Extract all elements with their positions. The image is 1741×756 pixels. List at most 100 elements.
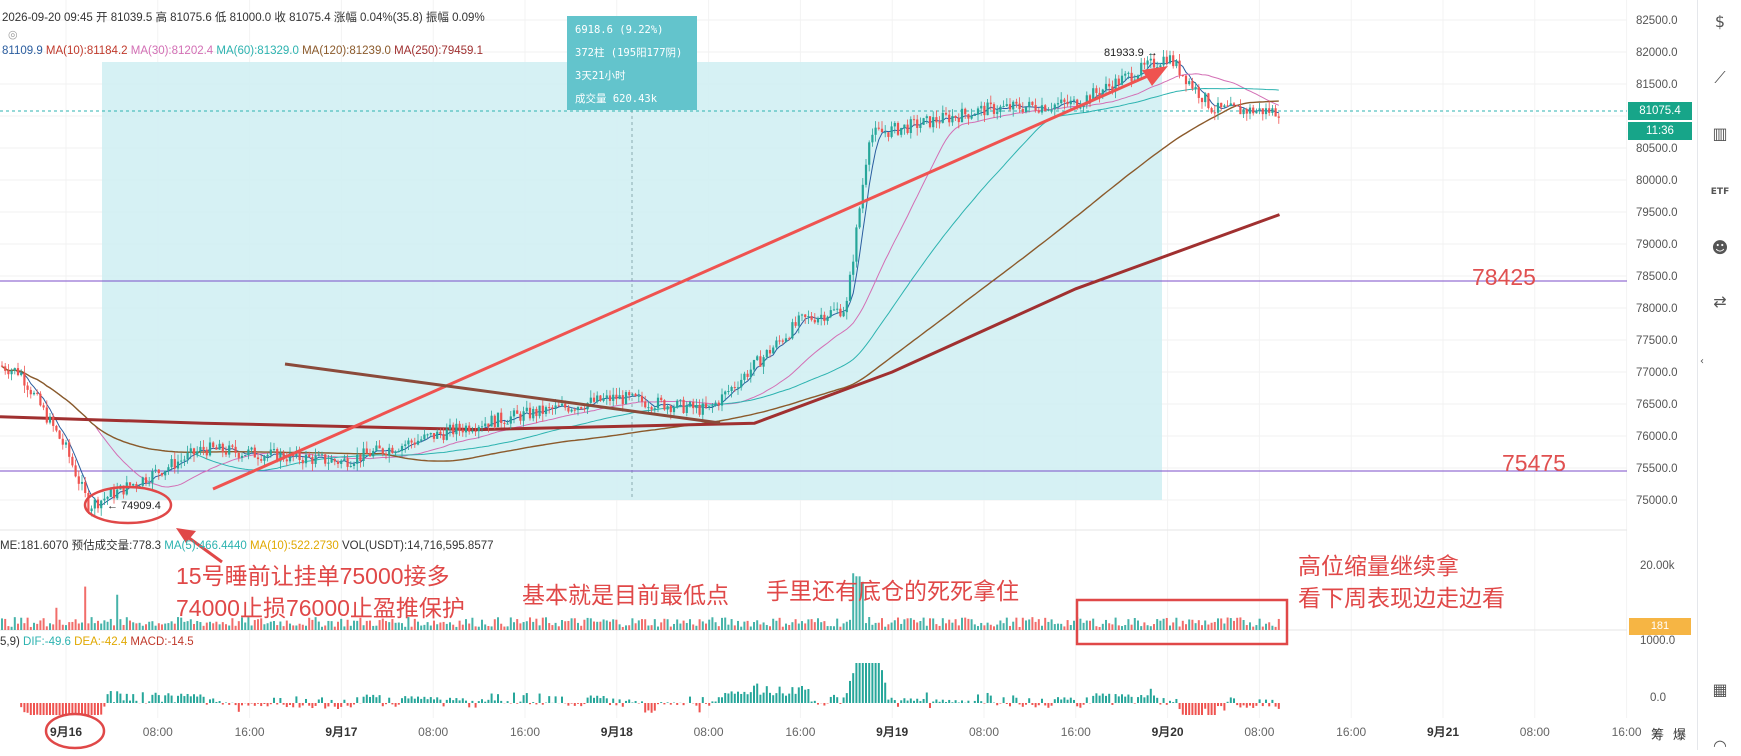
- volume-bar: [1265, 624, 1267, 630]
- volume-bar: [804, 623, 806, 630]
- line-chart-icon[interactable]: ⟋: [1710, 68, 1730, 88]
- macd-bar: [743, 692, 745, 703]
- macd-bar: [65, 703, 67, 715]
- macd-bar: [1057, 697, 1059, 703]
- candle-body: [1227, 105, 1229, 106]
- macd-bar: [836, 697, 838, 703]
- volume-bar: [542, 618, 544, 630]
- macd-bar: [523, 695, 525, 703]
- candle-body: [167, 467, 169, 470]
- chip-label[interactable]: 筹: [1651, 724, 1664, 743]
- volume-bar: [78, 623, 80, 630]
- volume-bar: [1083, 623, 1085, 630]
- macd-bar: [452, 700, 454, 703]
- volume-bar: [235, 626, 237, 630]
- dollar-icon[interactable]: $: [1710, 12, 1730, 32]
- macd-bar: [411, 696, 413, 703]
- volume-bar: [951, 623, 953, 630]
- volume-bar: [1195, 623, 1197, 630]
- macd-bar: [811, 702, 813, 703]
- price-tick-label: 81500.0: [1636, 79, 1678, 91]
- candle-body: [507, 424, 509, 425]
- candle-body: [1025, 107, 1027, 112]
- candle-body: [347, 458, 349, 466]
- macd-bar: [619, 699, 621, 703]
- collapse-handle-icon[interactable]: ‹: [1692, 352, 1712, 372]
- volume-bar: [1089, 621, 1091, 630]
- eye-icon[interactable]: ◎: [8, 28, 18, 41]
- liquidation-label[interactable]: 爆: [1673, 724, 1686, 743]
- macd-bar: [910, 698, 912, 703]
- bar-chart-icon[interactable]: ▥: [1710, 124, 1730, 144]
- candle-body: [404, 444, 406, 446]
- macd-bar: [302, 703, 304, 705]
- macd-bar: [100, 703, 102, 715]
- headset-icon[interactable]: ◠: [1710, 736, 1730, 756]
- volume-bar: [635, 623, 637, 630]
- candle-body: [721, 394, 723, 405]
- macd-bar: [561, 697, 563, 703]
- candle-body: [1003, 106, 1005, 107]
- volume-bar: [1079, 619, 1081, 630]
- price-tick-label: 76500.0: [1636, 399, 1678, 411]
- robot-icon[interactable]: ☻: [1710, 238, 1730, 258]
- candle-body: [910, 119, 912, 133]
- grid-icon[interactable]: ▦: [1710, 680, 1730, 700]
- candle-body: [171, 459, 173, 467]
- macd-bar: [52, 703, 54, 715]
- candle-body: [535, 409, 537, 416]
- candle-body: [1172, 55, 1174, 66]
- volume-bar: [1140, 626, 1142, 630]
- candle-body: [23, 373, 25, 386]
- candle-body: [705, 404, 707, 408]
- trading-chart[interactable]: 82500.082000.081500.081000.080500.080000…: [0, 0, 1697, 750]
- volume-bar: [1278, 619, 1280, 630]
- volume-bar: [305, 626, 307, 630]
- macd-bar: [39, 703, 41, 715]
- candle-body: [651, 407, 653, 409]
- volume-bar: [1057, 624, 1059, 630]
- volume-legend-item-3: MA(10):522.2730: [250, 540, 342, 552]
- candle-body: [945, 113, 947, 115]
- macd-bar: [30, 703, 32, 715]
- candle-body: [1124, 74, 1126, 76]
- volume-bar: [1015, 618, 1017, 630]
- volume-bar: [1003, 623, 1005, 630]
- macd-bar: [948, 700, 950, 703]
- macd-bar: [455, 698, 457, 703]
- annotation-4-line1: 高位缩量继续拿: [1298, 550, 1505, 582]
- volume-bar: [561, 620, 563, 630]
- volume-bar: [468, 624, 470, 630]
- candle-body: [17, 368, 19, 375]
- macd-bar: [1044, 703, 1046, 705]
- candle-body: [103, 499, 105, 501]
- macd-bar: [481, 699, 483, 703]
- volume-bar: [558, 626, 560, 630]
- etf-icon[interactable]: ETF: [1710, 182, 1730, 202]
- candle-body: [695, 405, 697, 408]
- candle-body: [455, 424, 457, 434]
- volume-bar: [983, 625, 985, 630]
- volume-bar: [548, 623, 550, 630]
- volume-bar: [868, 617, 870, 630]
- macd-bar: [507, 701, 509, 703]
- candle-body: [737, 387, 739, 388]
- volume-bar: [1185, 624, 1187, 630]
- volume-bar: [686, 623, 688, 630]
- macd-bar: [1246, 703, 1248, 708]
- volume-bar: [497, 617, 499, 630]
- volume-bar: [1249, 622, 1251, 630]
- volume-bar: [667, 619, 669, 630]
- macd-bar: [363, 697, 365, 703]
- volume-bar: [718, 626, 720, 630]
- candle-body: [430, 433, 432, 434]
- candle-body: [407, 440, 409, 444]
- candle-body: [679, 400, 681, 401]
- candle-body: [628, 392, 630, 395]
- macd-bar: [366, 695, 368, 703]
- exchange-icon[interactable]: ⇄: [1710, 292, 1730, 312]
- volume-bar: [785, 624, 787, 630]
- macd-bar: [1031, 703, 1033, 705]
- macd-bar: [113, 702, 115, 703]
- volume-bar: [913, 620, 915, 630]
